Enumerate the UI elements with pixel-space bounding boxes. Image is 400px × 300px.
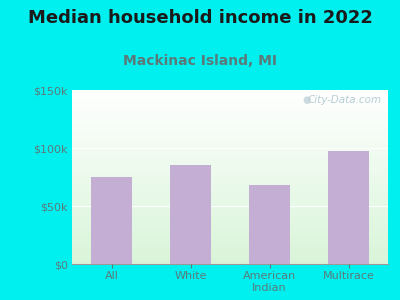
Bar	[249, 185, 290, 264]
Bar	[328, 152, 369, 264]
Bar	[170, 165, 211, 264]
Text: Median household income in 2022: Median household income in 2022	[28, 9, 372, 27]
Text: ●: ●	[303, 95, 311, 105]
Bar	[91, 177, 132, 264]
Text: City-Data.com: City-Data.com	[308, 95, 382, 105]
Text: Mackinac Island, MI: Mackinac Island, MI	[123, 54, 277, 68]
